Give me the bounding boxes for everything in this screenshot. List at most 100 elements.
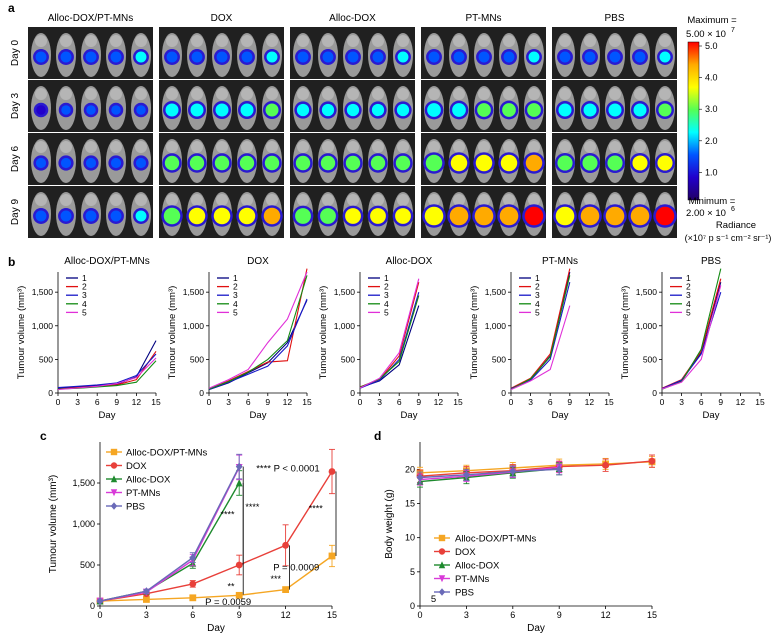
y-axis-label: Tumour volume (mm³) xyxy=(48,475,59,574)
imaging-block xyxy=(28,80,153,132)
luminescence-core xyxy=(266,51,278,63)
series-line xyxy=(359,305,420,389)
x-tick-label: 9 xyxy=(237,610,242,620)
legend-label: 3 xyxy=(535,290,540,300)
luminescence-core xyxy=(110,210,122,222)
mouse-head xyxy=(372,194,384,206)
luminescence-core xyxy=(85,157,97,169)
luminescence-core xyxy=(557,155,573,171)
mouse-head xyxy=(634,194,646,206)
chart-title: PT-MNs xyxy=(542,256,578,267)
group-label: PBS xyxy=(604,13,624,24)
mouse-head xyxy=(453,35,465,47)
x-tick-label: 6 xyxy=(699,397,704,407)
luminescence-core xyxy=(427,103,441,117)
data-marker xyxy=(648,457,656,465)
mouse-head xyxy=(110,141,122,153)
luminescence-core xyxy=(110,157,122,169)
mouse-head xyxy=(503,35,515,47)
luminescence-core xyxy=(35,157,47,169)
imaging-block xyxy=(421,133,546,185)
series-1 xyxy=(359,305,420,389)
series-line xyxy=(419,460,653,477)
luminescence-core xyxy=(583,103,597,117)
panel-c-tumour-volume: 0 3 6 9 12 15 0 500 1,000 1,500 Day Tumour volume (… xyxy=(48,442,337,634)
luminescence-core xyxy=(60,51,72,63)
mouse-head xyxy=(397,194,409,206)
series-line xyxy=(661,281,722,390)
data-marker xyxy=(189,580,197,588)
luminescence-core xyxy=(500,154,518,172)
x-tick-label: 3 xyxy=(679,397,684,407)
luminescence-core xyxy=(61,105,71,115)
luminescence-core xyxy=(188,207,206,225)
luminescence-core xyxy=(347,51,359,63)
y-tick-label: 500 xyxy=(643,354,657,364)
luminescence-core xyxy=(238,207,256,225)
mouse-head xyxy=(241,141,253,153)
mouse-head xyxy=(191,141,203,153)
luminescence-core xyxy=(580,206,600,226)
mouse-head xyxy=(322,35,334,47)
series-4 xyxy=(510,275,571,390)
luminescence-core xyxy=(135,157,147,169)
legend-label: 5 xyxy=(686,307,691,317)
mouse-head xyxy=(584,141,596,153)
x-axis-label: Day xyxy=(207,623,225,634)
legend-label: 2 xyxy=(535,282,540,292)
luminescence-core xyxy=(345,155,361,171)
series-1 xyxy=(57,340,157,389)
x-axis-label: Day xyxy=(527,623,545,634)
luminescence-core xyxy=(478,51,490,63)
x-tick-label: 6 xyxy=(246,397,251,407)
mouse-head xyxy=(453,194,465,206)
day-label: Day 3 xyxy=(10,93,21,120)
x-tick-label: 6 xyxy=(397,397,402,407)
mouse-head xyxy=(35,88,47,100)
luminescence-core xyxy=(632,155,648,171)
mouse-head xyxy=(216,194,228,206)
luminescence-core xyxy=(111,105,121,115)
luminescence-core xyxy=(372,51,384,63)
legend-label: 4 xyxy=(82,299,87,309)
luminescence-core xyxy=(582,155,598,171)
chart-title: DOX xyxy=(247,256,269,267)
data-marker xyxy=(110,489,118,497)
luminescence-core xyxy=(110,51,122,63)
x-tick-label: 12 xyxy=(281,610,291,620)
x-tick-label: 15 xyxy=(755,397,765,407)
mouse-head xyxy=(584,194,596,206)
luminescence-core xyxy=(450,154,468,172)
data-marker xyxy=(235,561,243,569)
legend-label: PBS xyxy=(455,588,474,599)
data-marker xyxy=(282,541,289,549)
imaging-block xyxy=(290,80,415,132)
x-tick-label: 9 xyxy=(567,397,572,407)
mouse-head xyxy=(266,35,278,47)
mouse-head xyxy=(60,88,72,100)
colorbar-max-label: Maximum = xyxy=(687,15,737,26)
x-axis-label: Day xyxy=(552,410,569,421)
mouse-head xyxy=(297,141,309,153)
mouse-head xyxy=(191,194,203,206)
legend-label: 5 xyxy=(535,307,540,317)
luminescence-core xyxy=(136,105,146,115)
luminescence-core xyxy=(655,206,675,226)
y-tick-label: 500 xyxy=(190,354,204,364)
mouse-head xyxy=(135,141,147,153)
legend-label: 5 xyxy=(233,307,238,317)
luminescence-core xyxy=(241,51,253,63)
data-marker xyxy=(235,591,243,599)
luminescence-core xyxy=(425,154,443,172)
data-marker xyxy=(189,594,197,602)
x-tick-label: 3 xyxy=(144,610,149,620)
luminescence-core xyxy=(658,103,672,117)
y-tick-label: 500 xyxy=(80,560,95,570)
luminescence-core xyxy=(453,51,465,63)
luminescence-core xyxy=(633,103,647,117)
